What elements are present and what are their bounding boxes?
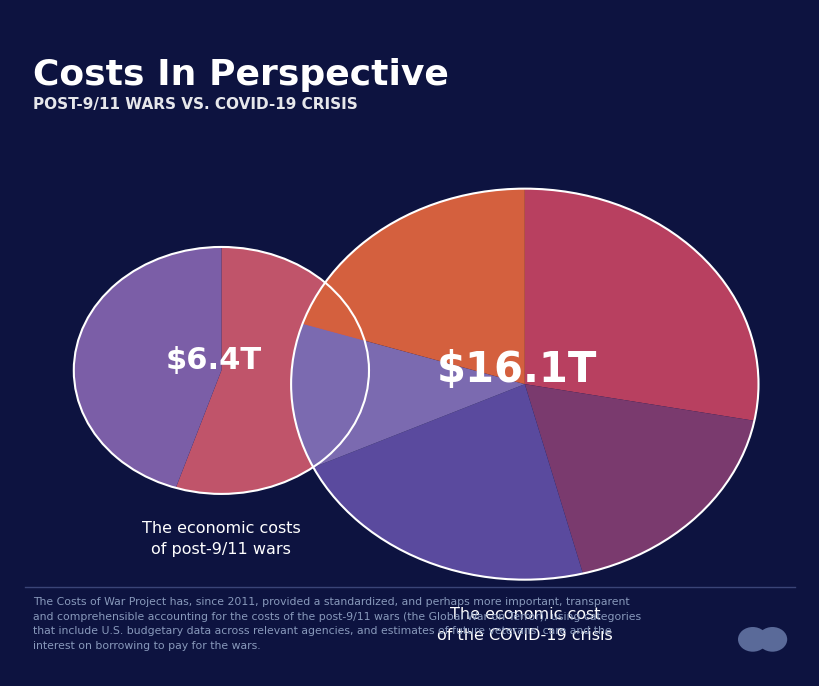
Wedge shape (291, 324, 524, 467)
Wedge shape (524, 189, 758, 421)
Circle shape (757, 627, 786, 652)
Wedge shape (175, 247, 369, 494)
Wedge shape (524, 384, 753, 573)
Wedge shape (74, 247, 221, 488)
Circle shape (737, 627, 767, 652)
Text: $16.1T: $16.1T (436, 349, 596, 392)
Text: The Costs of War Project has, since 2011, provided a standardized, and perhaps m: The Costs of War Project has, since 2011… (33, 597, 640, 651)
Text: $6.4T: $6.4T (165, 346, 261, 375)
Text: Costs In Perspective: Costs In Perspective (33, 58, 448, 93)
Wedge shape (313, 384, 582, 580)
Text: POST-9/11 WARS VS. COVID-19 CRISIS: POST-9/11 WARS VS. COVID-19 CRISIS (33, 97, 357, 113)
Text: The economic costs
of post-9/11 wars: The economic costs of post-9/11 wars (142, 521, 301, 557)
Wedge shape (302, 189, 524, 384)
Text: The economic cost
of the COVID-19 crisis: The economic cost of the COVID-19 crisis (437, 607, 612, 643)
